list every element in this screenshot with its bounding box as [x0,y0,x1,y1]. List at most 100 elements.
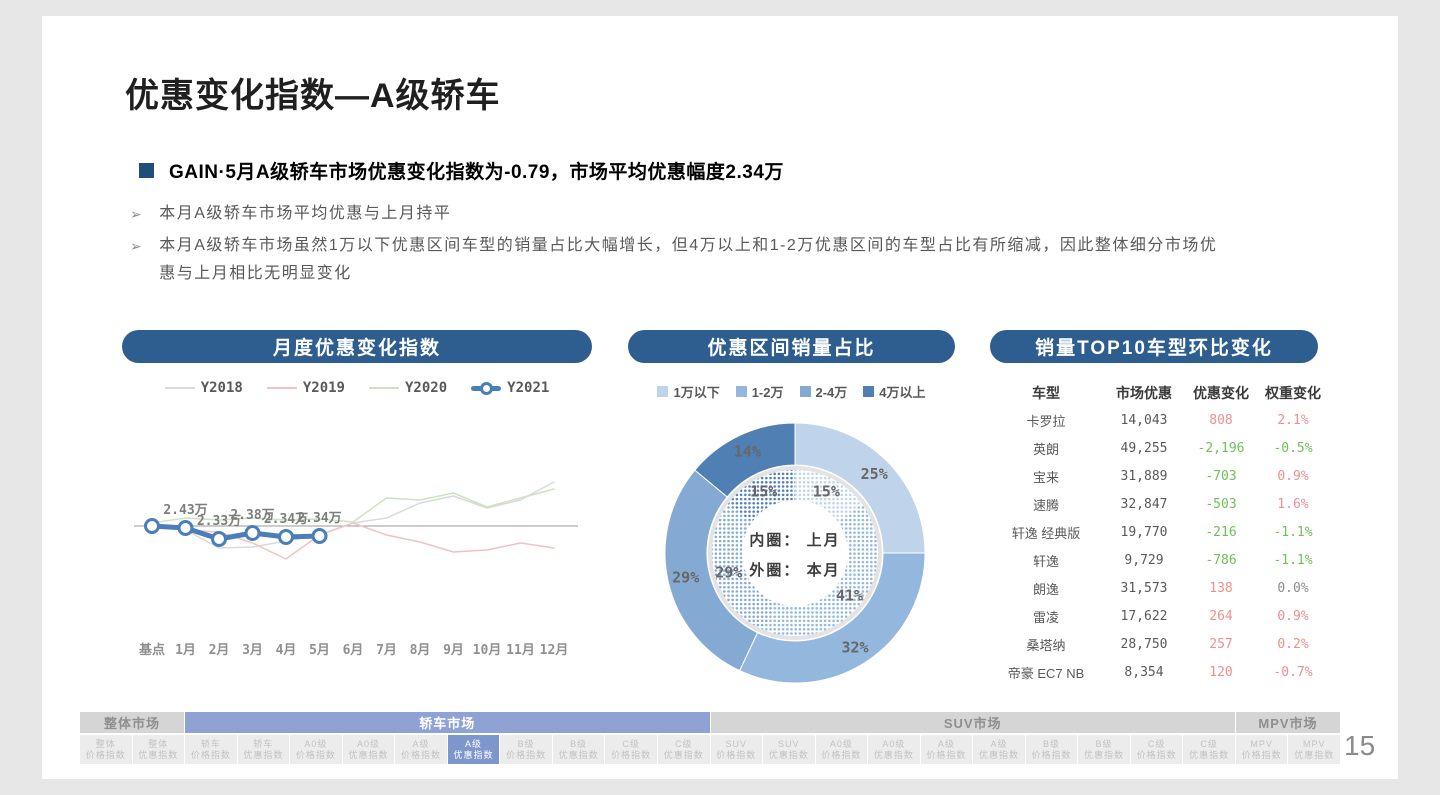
section-title-discount-share: 优惠区间销量占比 [628,330,955,363]
nav-item-7[interactable]: A级 价格指数 [395,735,447,764]
svg-text:2.34万: 2.34万 [264,512,308,527]
nav-item-2[interactable]: 整体 优惠指数 [132,735,185,764]
cell-model: 帝豪 EC7 NB [1007,665,1085,681]
section-title-top10: 销量TOP10车型环比变化 [990,330,1318,363]
market-nav-cells: 整体 价格指数 整体 优惠指数 轿车 价格指数 轿车 优惠指数 A0级 价格指数 A0级 优惠指数 A级… [80,735,1340,764]
nav-item-18[interactable]: A级 优惠指数 [973,735,1025,764]
headline: GAIN·5月A级轿车市场优惠变化指数为-0.79，市场平均优惠幅度2.34万 [139,157,784,184]
cell-change: 264 [1209,608,1233,624]
svg-text:9月: 9月 [443,643,464,658]
cell-model: 雷凌 [1032,609,1059,625]
market-tab-suv[interactable]: SUV市场 [710,712,1235,733]
nav-item-21[interactable]: C级 价格指数 [1130,735,1183,764]
svg-text:2.33万: 2.33万 [197,514,241,529]
svg-text:2月: 2月 [209,643,230,658]
nav-item-10[interactable]: B级 优惠指数 [552,735,605,764]
cell-discount: 31,573 [1120,580,1168,596]
cell-weight: 0.2% [1277,636,1309,652]
svg-text:15%: 15% [750,483,777,501]
cell-change: 138 [1209,580,1233,596]
table-row: 速腾 32,847 -503 1.6% [990,490,1330,518]
nav-item-11[interactable]: C级 价格指数 [605,735,657,764]
legend-label: Y2019 [302,380,345,396]
svg-text:2.34万: 2.34万 [297,511,341,526]
cell-discount: 28,750 [1120,636,1168,652]
col-header-model: 车型 [1032,385,1060,401]
cell-model: 英朗 [1032,441,1059,457]
nav-item-3[interactable]: 轿车 价格指数 [185,735,237,764]
cell-weight: -1.1% [1273,524,1313,540]
nav-item-6[interactable]: A0级 优惠指数 [342,735,395,764]
cell-change: 257 [1209,636,1233,652]
nav-item-23[interactable]: MPV 价格指数 [1235,735,1288,764]
svg-text:14%: 14% [734,443,761,461]
nav-item-13[interactable]: SUV 价格指数 [710,735,763,764]
cell-change: 120 [1209,664,1233,680]
cell-model: 速腾 [1032,497,1059,513]
svg-text:内圈： 上月: 内圈： 上月 [749,531,840,549]
square-swatch-icon [863,386,875,397]
bullet-text: 本月A级轿车市场虽然1万以下优惠区间车型的销量占比大幅增长，但4万以上和1-2万… [159,237,1218,282]
cell-discount: 8,354 [1124,664,1164,680]
col-header-change: 优惠变化 [1193,385,1249,401]
cell-model: 朗逸 [1032,581,1059,597]
nav-item-20[interactable]: B级 优惠指数 [1078,735,1130,764]
nav-item-9[interactable]: B级 价格指数 [500,735,552,764]
marker-dot-icon [480,381,494,395]
nav-item-4[interactable]: 轿车 优惠指数 [237,735,290,764]
cell-weight: 0.9% [1277,608,1309,624]
nav-item-24[interactable]: MPV 优惠指数 [1288,735,1340,764]
cell-discount: 17,622 [1120,608,1168,624]
nav-item-19[interactable]: B级 价格指数 [1025,735,1078,764]
square-swatch-icon [735,386,747,397]
nav-item-15[interactable]: A0级 价格指数 [815,735,868,764]
svg-text:3月: 3月 [242,643,263,658]
svg-text:外圈： 本月: 外圈： 本月 [748,561,840,579]
svg-text:4月: 4月 [276,643,297,658]
cell-weight: -1.1% [1273,552,1313,568]
legend-label: 4万以上 [879,385,926,400]
table-row: 帝豪 EC7 NB 8,354 120 -0.7% [990,658,1330,686]
legend-item-over4: 4万以上 [863,382,926,401]
nav-item-14[interactable]: SUV 优惠指数 [763,735,815,764]
market-tab-overall[interactable]: 整体市场 [80,712,185,733]
cell-model: 卡罗拉 [1026,413,1066,429]
legend-label: Y2021 [507,380,550,396]
line-marker-swatch-icon [471,381,502,395]
cell-weight: 2.1% [1277,412,1309,428]
square-swatch-icon [657,386,669,397]
cell-model: 轩逸 [1032,553,1059,569]
nav-item-17[interactable]: A级 价格指数 [920,735,973,764]
line-swatch-icon [164,387,195,389]
bullet-point-2: ➢ 本月A级轿车市场虽然1万以下优惠区间车型的销量占比大幅增长，但4万以上和1-… [130,232,1320,288]
svg-text:32%: 32% [841,639,868,657]
nav-item-1[interactable]: 整体 价格指数 [80,735,132,764]
nav-item-12[interactable]: C级 优惠指数 [657,735,710,764]
legend-label: 1-2万 [751,385,784,400]
table-body: 卡罗拉 14,043 808 2.1% 英朗 49,255 -2,196 -0.5% 宝来 31,… [990,406,1330,686]
svg-text:11月: 11月 [506,643,535,658]
market-tab-sedan[interactable]: 轿车市场 [185,712,710,733]
nav-item-5[interactable]: A0级 价格指数 [290,735,342,764]
table-row: 雷凌 17,622 264 0.9% [990,602,1330,630]
cell-change: -786 [1205,552,1237,568]
nav-item-8[interactable]: A级 优惠指数 [447,735,500,764]
legend-label: 1万以下 [673,385,720,400]
cell-model: 宝来 [1032,469,1059,485]
top10-table: 车型 市场优惠 优惠变化 权重变化 卡罗拉 14,043 808 2.1% 英朗 49,2… [990,380,1330,686]
nav-item-22[interactable]: C级 优惠指数 [1183,735,1235,764]
cell-weight: 0.9% [1277,468,1309,484]
col-header-weight: 权重变化 [1265,385,1321,401]
market-nav-groups: 整体市场 轿车市场 SUV市场 MPV市场 [80,712,1340,733]
section-title-monthly-index: 月度优惠变化指数 [122,330,592,363]
legend-item-y2021: Y2021 [471,380,549,396]
square-swatch-icon [799,386,811,397]
svg-text:8月: 8月 [410,643,431,658]
legend-item-2to4: 2-4万 [799,382,848,401]
nav-item-16[interactable]: A0级 优惠指数 [868,735,920,764]
market-tab-mpv[interactable]: MPV市场 [1235,712,1340,733]
legend-label: 2-4万 [815,385,848,400]
bullet-square-icon [139,163,154,178]
svg-text:29%: 29% [715,563,742,581]
